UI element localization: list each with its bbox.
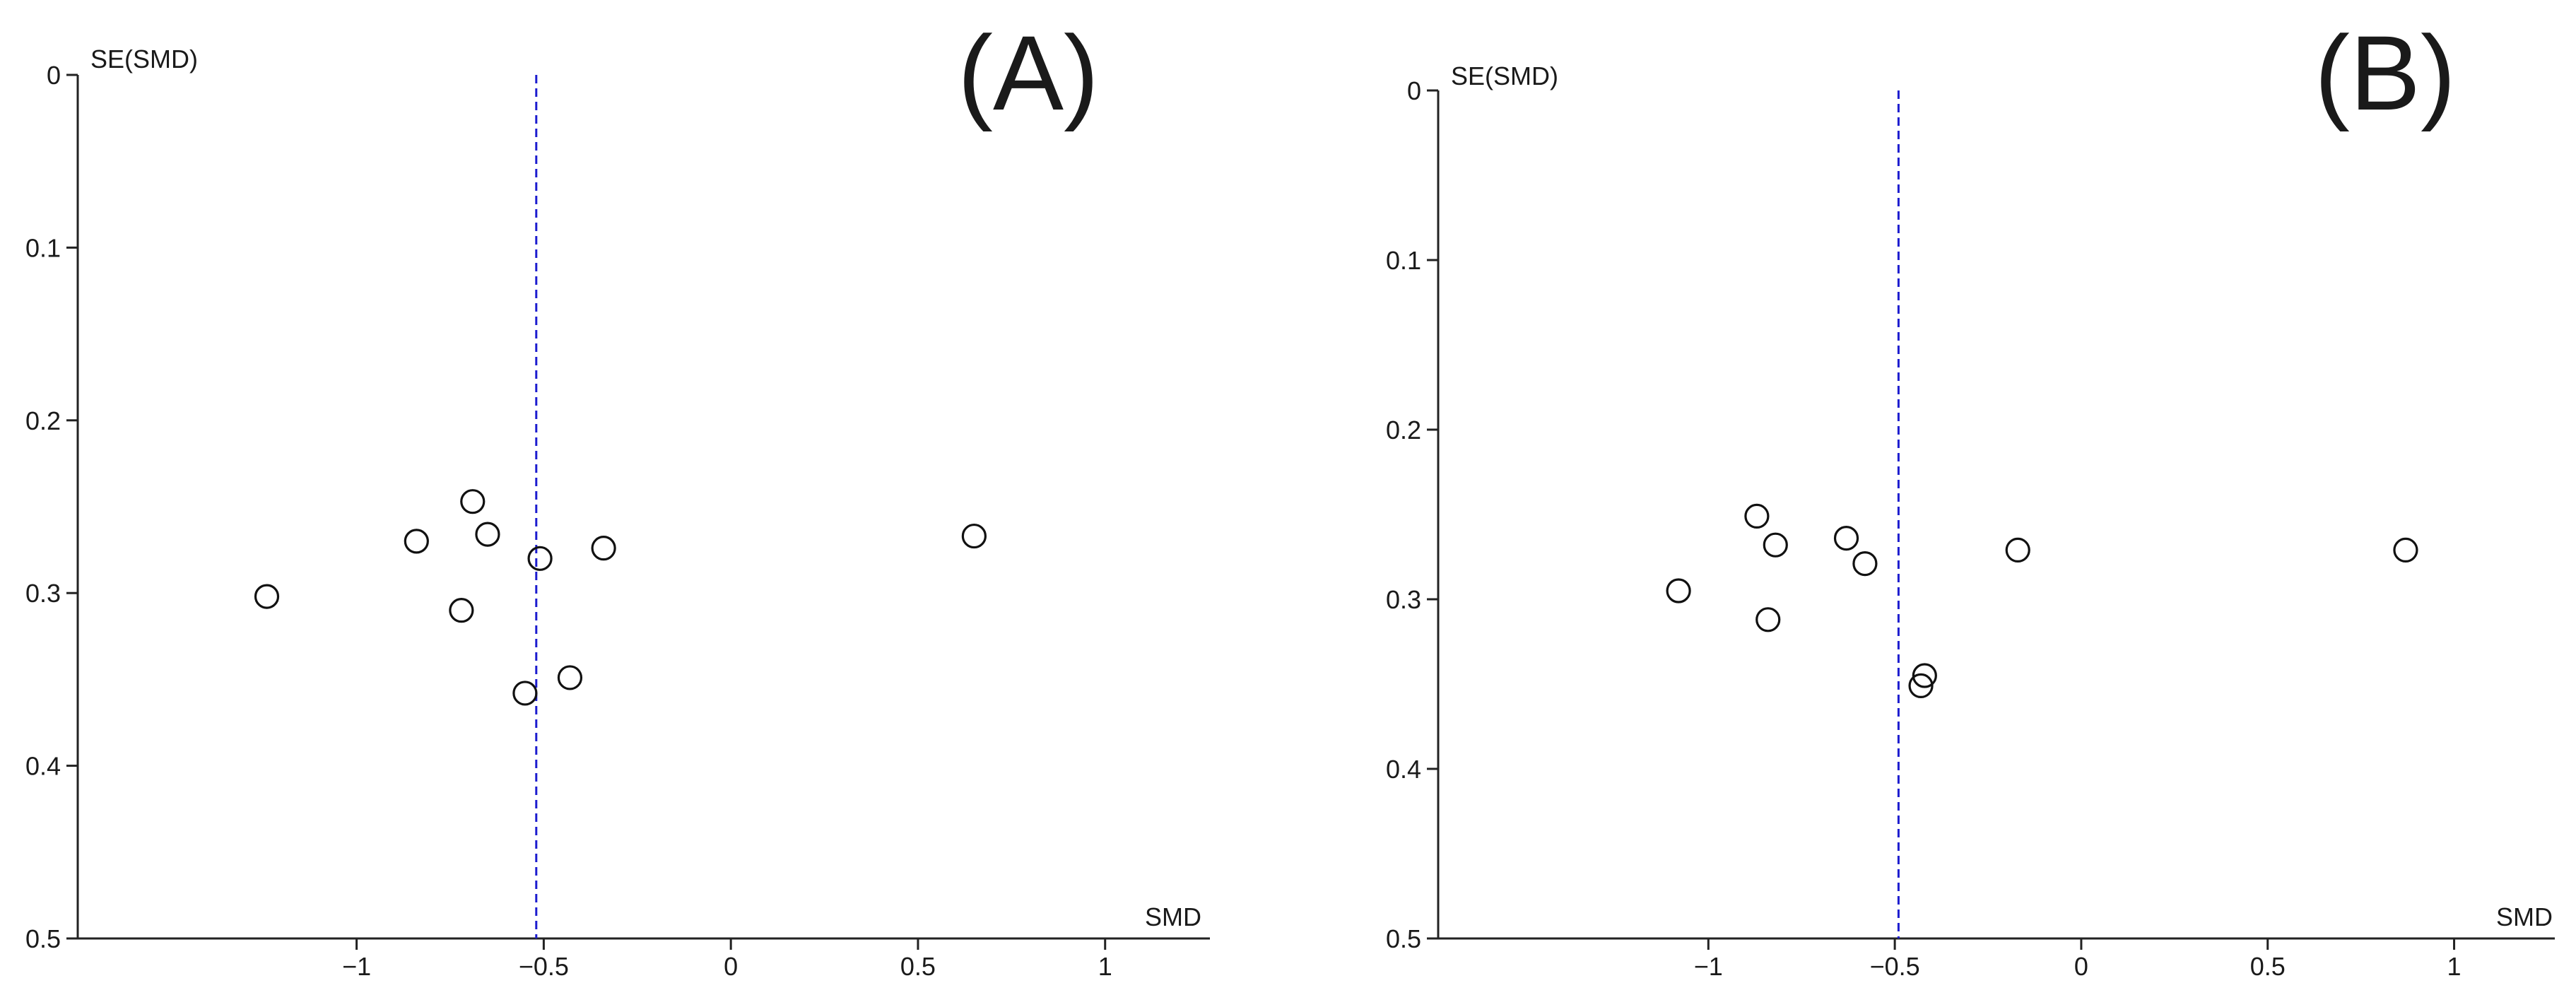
study-point <box>2005 537 2030 563</box>
study-point <box>404 529 429 554</box>
study-point <box>1912 663 1937 688</box>
study-point <box>1666 578 1691 604</box>
study-point <box>2393 537 2418 563</box>
panel-label: (B) <box>2315 13 2456 132</box>
y-tick-label: 0.3 <box>25 579 61 608</box>
y-tick-label: 0 <box>47 61 61 90</box>
x-tick-label: 1 <box>2447 952 2462 981</box>
study-point <box>1833 525 1859 551</box>
y-axis-label: SE(SMD) <box>1451 61 1558 90</box>
y-tick-label: 0.1 <box>1386 246 1421 275</box>
y-axis-label: SE(SMD) <box>90 45 198 73</box>
study-point <box>475 522 500 547</box>
x-axis-label: SMD <box>1145 902 1201 931</box>
x-tick-label: 0.5 <box>2250 952 2286 981</box>
x-tick-label: −0.5 <box>1870 952 1920 981</box>
study-point <box>460 489 486 514</box>
y-tick-label: 0.2 <box>1386 416 1421 444</box>
y-tick-label: 0.4 <box>25 752 61 781</box>
y-tick-label: 0.4 <box>1386 755 1421 784</box>
y-tick-label: 0.5 <box>1386 924 1421 953</box>
x-tick-label: 0 <box>724 952 738 981</box>
study-point <box>512 681 538 706</box>
y-tick-label: 0.5 <box>25 924 61 953</box>
study-point <box>527 546 553 571</box>
y-tick-label: 0.3 <box>1386 585 1421 614</box>
x-tick-label: 0.5 <box>900 952 936 981</box>
study-point <box>449 598 474 623</box>
y-tick-label: 0.1 <box>25 233 61 262</box>
study-point <box>591 536 616 561</box>
x-tick-label: −1 <box>342 952 371 981</box>
study-point <box>557 665 583 690</box>
study-point <box>1755 607 1781 632</box>
panel-a: 0 0.1 0.2 0.3 0.4 0.5 −1 −0.5 0 0.5 1 SE(SMD) SMD (A) <box>25 13 1210 981</box>
x-tick-label: −0.5 <box>519 952 569 981</box>
x-axis-label: SMD <box>2496 902 2553 931</box>
study-point <box>254 584 280 609</box>
panel-b: 0 0.1 0.2 0.3 0.4 0.5 −1 −0.5 0 0.5 1 SE(SMD) SMD (B) <box>1386 13 2555 981</box>
study-point <box>1908 673 1934 699</box>
study-point <box>961 523 987 549</box>
x-tick-label: −1 <box>1694 952 1723 981</box>
study-point <box>1744 503 1770 529</box>
panel-label: (A) <box>958 13 1099 132</box>
y-tick-label: 0.2 <box>25 406 61 435</box>
x-tick-label: 1 <box>1098 952 1112 981</box>
y-tick-label: 0 <box>1407 76 1421 105</box>
x-tick-label: 0 <box>2074 952 2088 981</box>
study-point <box>1852 551 1878 577</box>
study-point <box>1763 532 1788 558</box>
